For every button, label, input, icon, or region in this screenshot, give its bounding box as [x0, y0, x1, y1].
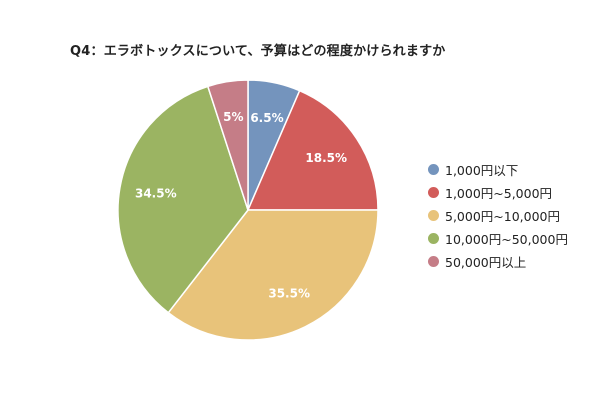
legend-label: 50,000円以上: [445, 255, 527, 270]
pie-slice-5: [206, 79, 249, 211]
slice-label-4: 34.5%: [135, 186, 177, 200]
slice-labels: 6.5% 18.5% 35.5% 34.5% 5%: [135, 110, 347, 301]
legend-item-4: 10,000円~50,000円: [428, 227, 568, 250]
legend-item-1: 1,000円以下: [428, 158, 568, 181]
legend-swatch: [428, 164, 439, 175]
slice-label-5: 5%: [223, 110, 243, 124]
pie-slice-3: [167, 209, 379, 341]
pie-slices: [117, 79, 379, 341]
legend-swatch: [428, 233, 439, 244]
legend-item-5: 50,000円以上: [428, 250, 568, 273]
legend-item-3: 5,000円~10,000円: [428, 204, 568, 227]
legend-item-2: 1,000円~5,000円: [428, 181, 568, 204]
legend-label: 5,000円~10,000円: [445, 209, 560, 224]
legend-swatch: [428, 256, 439, 267]
legend: 1,000円以下 1,000円~5,000円 5,000円~10,000円 10,00…: [428, 158, 568, 273]
slice-label-1: 6.5%: [250, 111, 283, 125]
chart-title: Q4：エラボトックスについて、予算はどの程度かけられますか: [70, 44, 446, 59]
legend-label: 10,000円~50,000円: [445, 232, 568, 247]
slice-label-3: 35.5%: [268, 287, 310, 301]
legend-label: 1,000円~5,000円: [445, 186, 553, 201]
legend-swatch: [428, 187, 439, 198]
pie-slice-4: [117, 85, 249, 314]
legend-swatch: [428, 210, 439, 221]
legend-label: 1,000円以下: [445, 163, 519, 178]
slice-label-2: 18.5%: [305, 151, 347, 165]
pie-slice-2: [246, 89, 379, 211]
